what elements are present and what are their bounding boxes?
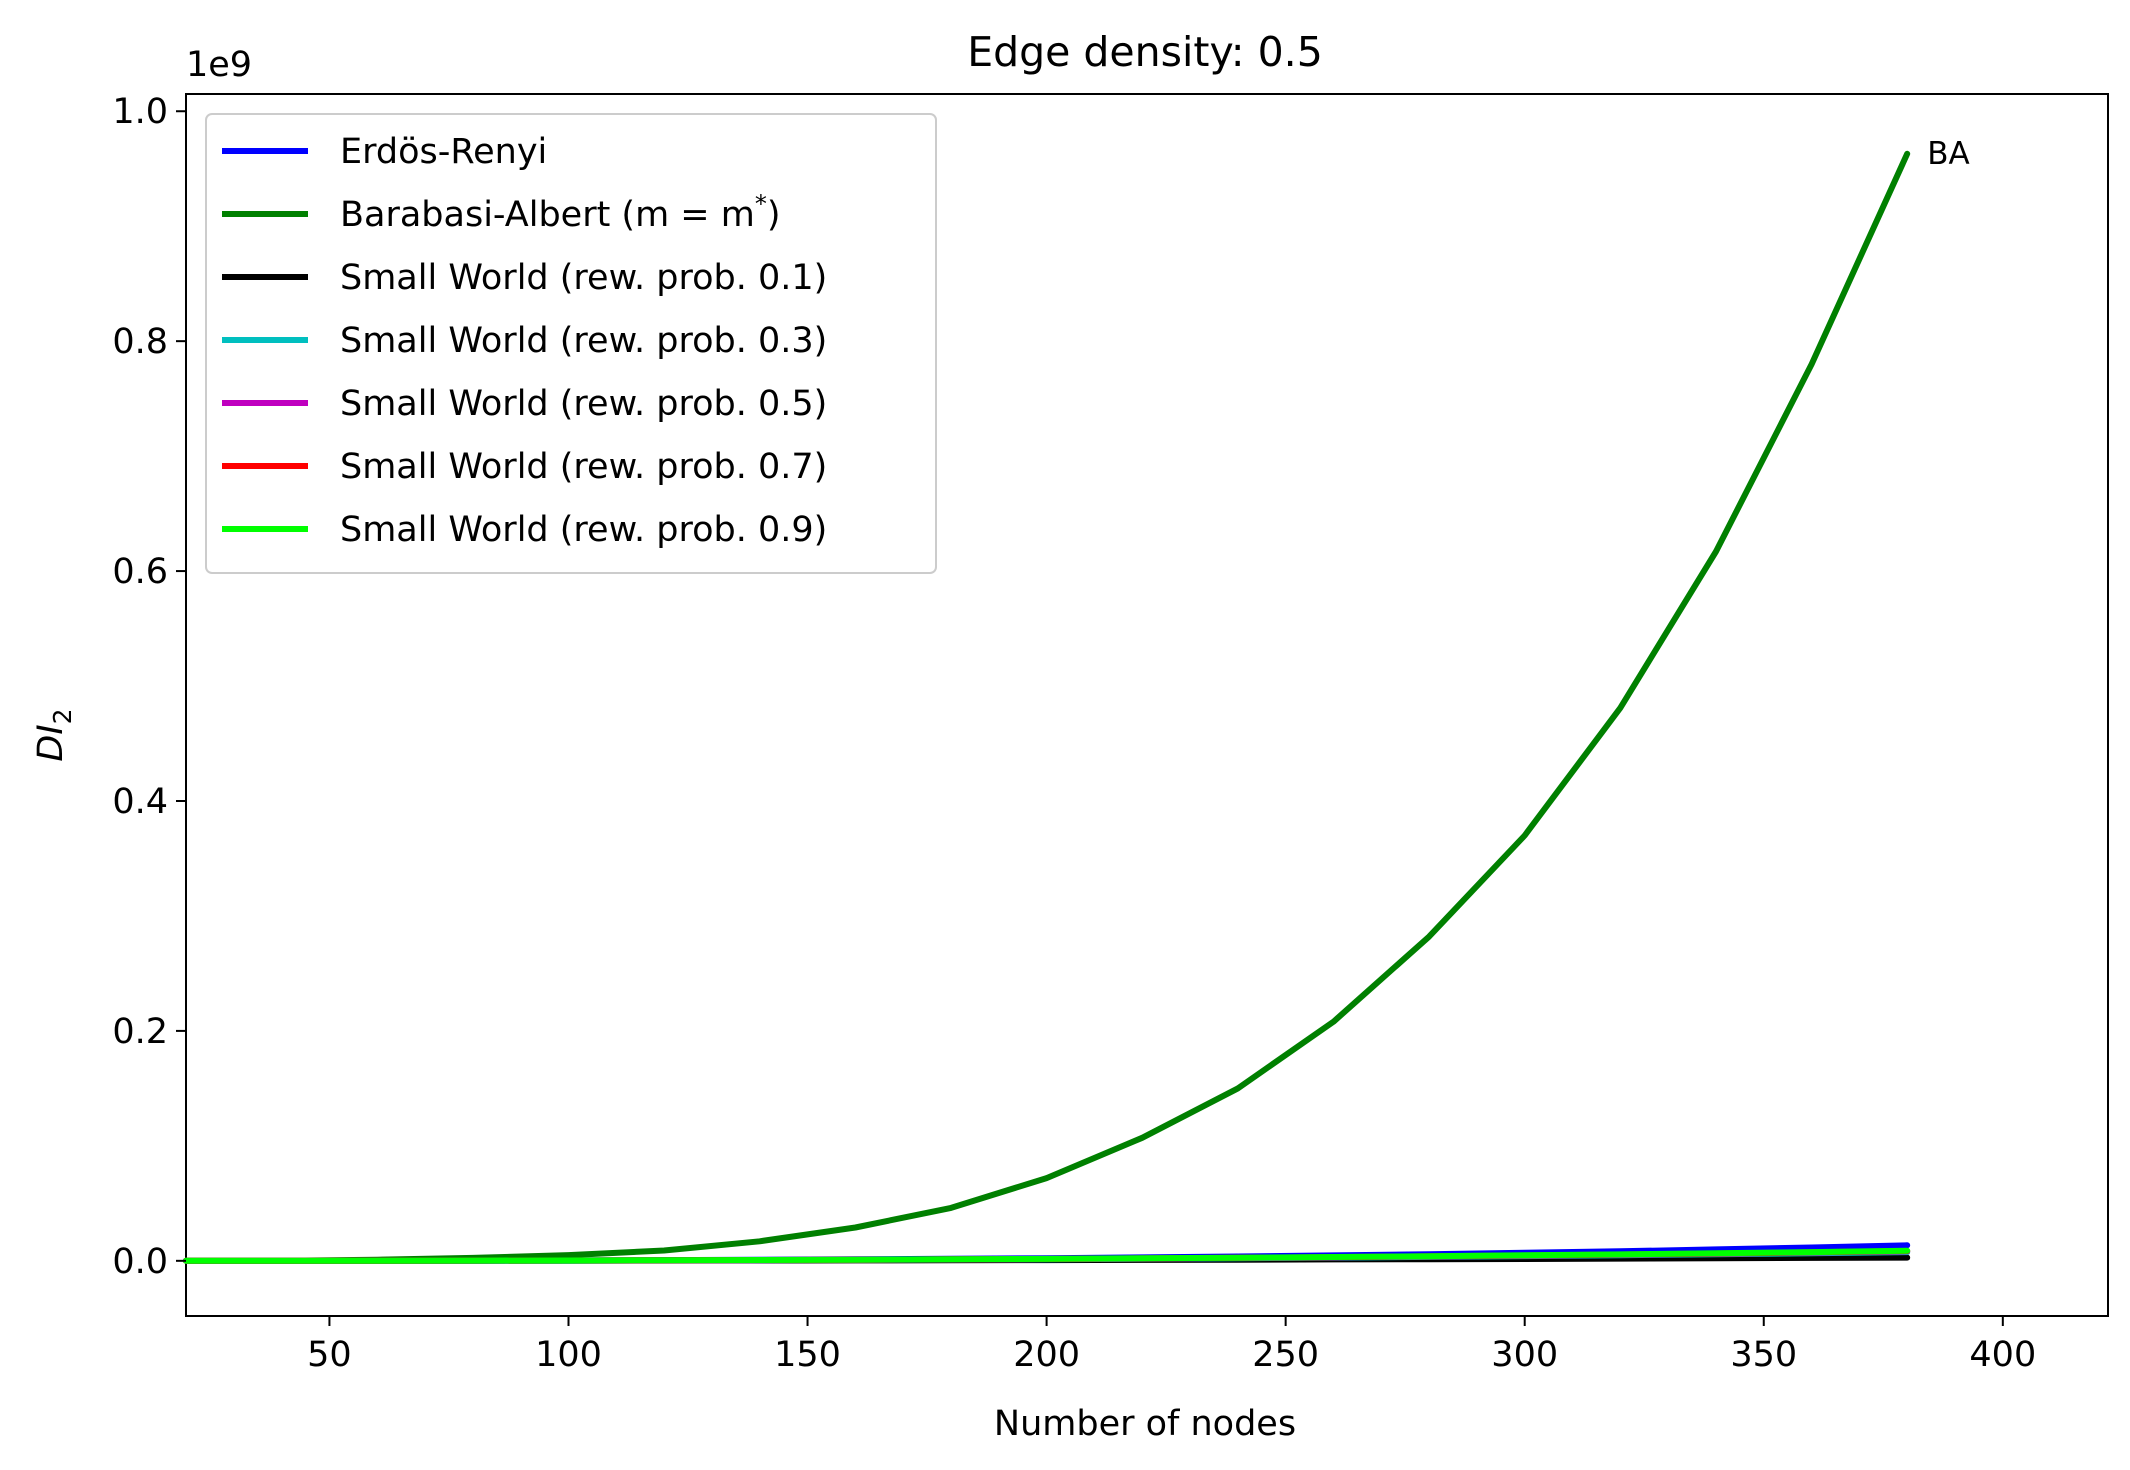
chart-title: Edge density: 0.5 bbox=[967, 28, 1323, 76]
series-line-6 bbox=[183, 1247, 1911, 1264]
legend-frame bbox=[205, 113, 937, 574]
y-tick-label: 0.6 bbox=[112, 552, 168, 592]
x-tick-label: 100 bbox=[535, 1335, 602, 1375]
y-axis-label: DI2 bbox=[31, 708, 77, 761]
legend-label-3: Small World (rew. prob. 0.3) bbox=[340, 321, 827, 361]
x-tick-label: 250 bbox=[1252, 1335, 1319, 1375]
x-tick-label: 150 bbox=[774, 1335, 841, 1375]
x-tick-label: 400 bbox=[1969, 1335, 2036, 1375]
x-axis-ticks: 50 100 150 200 250 300 350 400 bbox=[307, 1316, 2036, 1375]
annotation-ba: BA bbox=[1927, 136, 1969, 172]
y-tick-label: 0.4 bbox=[112, 782, 168, 822]
legend-label-6: Small World (rew. prob. 0.9) bbox=[340, 510, 827, 550]
x-axis-label: Number of nodes bbox=[994, 1404, 1296, 1444]
y-tick-label: 0.8 bbox=[112, 322, 168, 362]
y-axis-ticks: 0.0 0.2 0.4 0.6 0.8 1.0 bbox=[112, 92, 186, 1282]
plot-area: 50 100 150 200 250 300 350 400 0.0 0.2 0.4 0.6 0.8 1… bbox=[112, 92, 2109, 1375]
x-tick-label: 50 bbox=[307, 1335, 352, 1375]
legend-label-2: Small World (rew. prob. 0.1) bbox=[340, 258, 827, 298]
y-offset-text: 1e9 bbox=[186, 45, 252, 85]
y-tick-label: 1.0 bbox=[112, 92, 168, 132]
legend-items: Erdös-Renyi Barabasi-Albert (m = m*) Small… bbox=[222, 132, 827, 550]
axes-frame bbox=[185, 93, 2109, 1317]
legend-label-0: Erdös-Renyi bbox=[340, 132, 547, 172]
x-tick-label: 300 bbox=[1491, 1335, 1558, 1375]
legend: Erdös-Renyi Barabasi-Albert (m = m*) Small… bbox=[205, 113, 937, 574]
legend-label-1: Barabasi-Albert (m = m*) bbox=[340, 190, 781, 235]
y-axis-label-sub: 2 bbox=[48, 708, 77, 724]
legend-label-5: Small World (rew. prob. 0.7) bbox=[340, 447, 827, 487]
y-tick-label: 0.0 bbox=[112, 1242, 168, 1282]
y-axis-label-main: DI bbox=[31, 724, 71, 761]
series-layer bbox=[183, 150, 1911, 1264]
legend-label-4: Small World (rew. prob. 0.5) bbox=[340, 384, 827, 424]
x-tick-label: 200 bbox=[1013, 1335, 1080, 1375]
x-tick-label: 350 bbox=[1730, 1335, 1797, 1375]
y-tick-label: 0.2 bbox=[112, 1012, 168, 1052]
